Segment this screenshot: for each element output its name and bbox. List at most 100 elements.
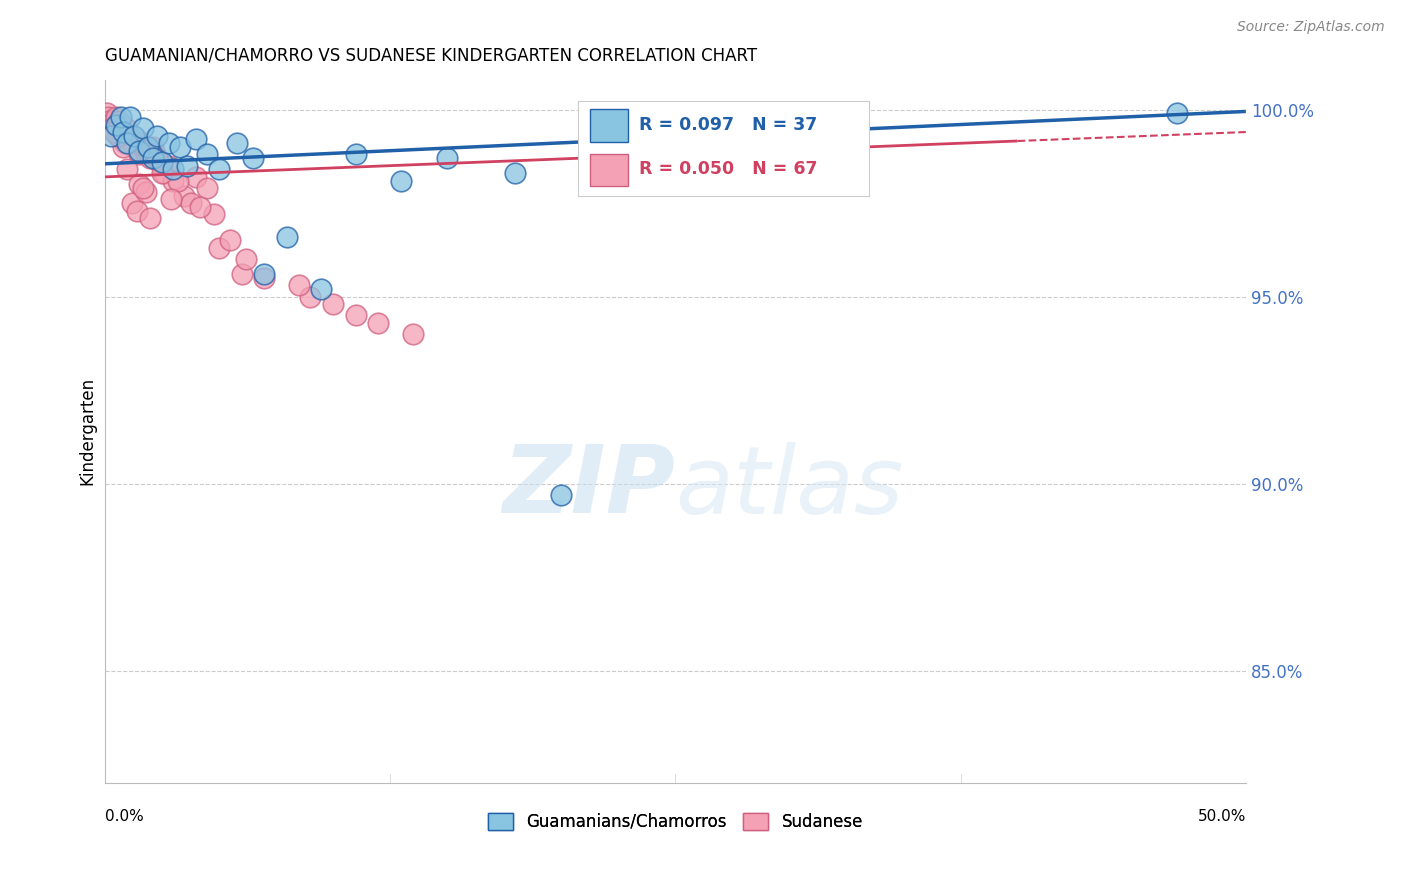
Text: 50.0%: 50.0% xyxy=(1198,809,1246,824)
Point xyxy=(242,151,264,165)
Point xyxy=(276,229,298,244)
Point xyxy=(101,113,124,128)
Point xyxy=(125,203,148,218)
Text: GUAMANIAN/CHAMORRO VS SUDANESE KINDERGARTEN CORRELATION CHART: GUAMANIAN/CHAMORRO VS SUDANESE KINDERGAR… xyxy=(104,46,756,64)
Point xyxy=(153,166,176,180)
Text: Source: ZipAtlas.com: Source: ZipAtlas.com xyxy=(1237,20,1385,34)
Point xyxy=(169,140,191,154)
Point xyxy=(402,326,425,341)
Point xyxy=(100,121,122,136)
Point xyxy=(98,118,121,132)
Point xyxy=(128,144,150,158)
Point xyxy=(226,136,249,151)
Point xyxy=(253,267,276,281)
Point xyxy=(132,140,155,154)
Point xyxy=(195,181,218,195)
Legend: Guamanians/Chamorros, Sudanese: Guamanians/Chamorros, Sudanese xyxy=(481,806,869,838)
Point xyxy=(322,297,344,311)
Point xyxy=(202,207,225,221)
Point xyxy=(148,155,170,169)
Point xyxy=(180,196,202,211)
Point xyxy=(124,128,146,143)
Point xyxy=(117,136,139,151)
Point xyxy=(235,252,257,267)
Point xyxy=(231,267,253,281)
Point xyxy=(139,211,162,225)
Point xyxy=(143,147,166,161)
Point xyxy=(128,147,150,161)
Point xyxy=(125,132,148,146)
Point xyxy=(129,136,152,151)
Point xyxy=(118,128,141,143)
Point xyxy=(111,118,134,132)
Point xyxy=(208,162,231,177)
Point xyxy=(103,125,125,139)
Point xyxy=(121,136,143,151)
Point xyxy=(136,140,159,154)
Point xyxy=(150,155,173,169)
Text: ZIP: ZIP xyxy=(502,442,675,533)
Point xyxy=(157,159,180,173)
Point xyxy=(287,278,309,293)
Point xyxy=(344,308,367,322)
Point xyxy=(118,110,141,124)
Point xyxy=(173,188,195,202)
Point xyxy=(436,151,458,165)
Point xyxy=(97,110,120,124)
Point xyxy=(108,113,131,128)
Point xyxy=(105,110,128,124)
Point xyxy=(135,147,157,161)
Point xyxy=(124,140,146,154)
Point xyxy=(389,174,412,188)
Point xyxy=(641,159,664,173)
Point xyxy=(112,128,135,143)
Point xyxy=(128,178,150,192)
Point xyxy=(219,234,242,248)
Point xyxy=(100,128,122,143)
Point xyxy=(135,185,157,199)
Point xyxy=(150,166,173,180)
Point xyxy=(110,110,132,124)
Point xyxy=(136,144,159,158)
Point xyxy=(162,174,184,188)
Point xyxy=(111,132,134,146)
Point xyxy=(105,118,128,132)
Point xyxy=(184,169,207,184)
Point xyxy=(114,136,136,151)
Point xyxy=(195,147,218,161)
Point xyxy=(184,132,207,146)
Point xyxy=(298,289,321,303)
Point xyxy=(157,136,180,151)
Point xyxy=(190,200,212,214)
Point xyxy=(107,128,129,143)
Point xyxy=(253,271,276,285)
Point xyxy=(105,121,128,136)
Point xyxy=(141,151,163,165)
Point xyxy=(110,125,132,139)
Point xyxy=(344,147,367,161)
Point xyxy=(367,316,389,330)
Point xyxy=(176,159,198,173)
Point xyxy=(311,282,333,296)
Point xyxy=(117,162,139,177)
Point xyxy=(166,174,188,188)
Point xyxy=(107,128,129,143)
Point xyxy=(1166,106,1188,120)
Point xyxy=(111,125,134,139)
Y-axis label: Kindergarten: Kindergarten xyxy=(79,377,96,485)
Point xyxy=(208,241,231,255)
Point xyxy=(103,118,125,132)
Point xyxy=(146,151,169,165)
Point xyxy=(146,128,169,143)
Point xyxy=(132,121,155,136)
Point xyxy=(162,162,184,177)
Text: 0.0%: 0.0% xyxy=(104,809,143,824)
Point xyxy=(139,151,162,165)
Point xyxy=(104,125,127,139)
Point xyxy=(505,166,527,180)
Point xyxy=(98,113,121,128)
Point xyxy=(141,140,163,154)
Point xyxy=(132,181,155,195)
Point xyxy=(96,106,118,120)
Point xyxy=(550,488,572,502)
